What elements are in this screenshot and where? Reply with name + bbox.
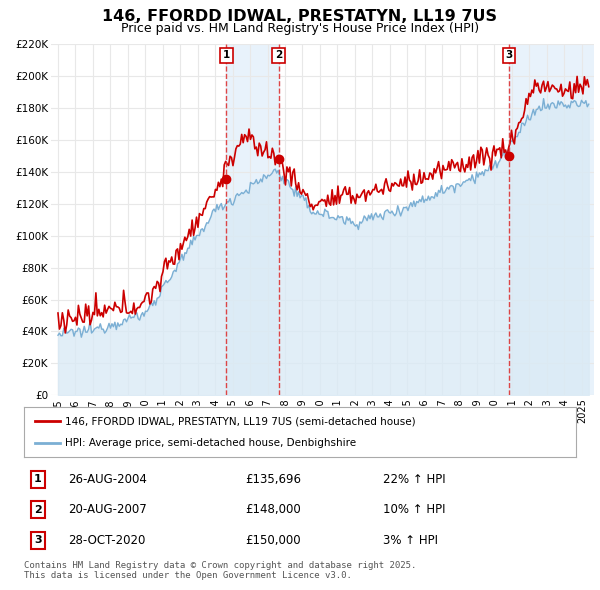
Text: 146, FFORDD IDWAL, PRESTATYN, LL19 7US (semi-detached house): 146, FFORDD IDWAL, PRESTATYN, LL19 7US (… [65, 416, 416, 426]
Text: 1: 1 [34, 474, 41, 484]
Text: HPI: Average price, semi-detached house, Denbighshire: HPI: Average price, semi-detached house,… [65, 438, 356, 448]
Text: 22% ↑ HPI: 22% ↑ HPI [383, 473, 445, 486]
Text: £135,696: £135,696 [245, 473, 301, 486]
Text: 3: 3 [34, 535, 41, 545]
Text: 10% ↑ HPI: 10% ↑ HPI [383, 503, 445, 516]
Text: 146, FFORDD IDWAL, PRESTATYN, LL19 7US: 146, FFORDD IDWAL, PRESTATYN, LL19 7US [103, 9, 497, 24]
Text: 2: 2 [275, 50, 283, 60]
Text: 26-AUG-2004: 26-AUG-2004 [68, 473, 147, 486]
Text: 28-OCT-2020: 28-OCT-2020 [68, 534, 146, 547]
Text: Price paid vs. HM Land Registry's House Price Index (HPI): Price paid vs. HM Land Registry's House … [121, 22, 479, 35]
Text: Contains HM Land Registry data © Crown copyright and database right 2025.
This d: Contains HM Land Registry data © Crown c… [24, 560, 416, 580]
Text: 1: 1 [223, 50, 230, 60]
Bar [509, 44, 594, 395]
Text: £150,000: £150,000 [245, 534, 301, 547]
Bar [226, 44, 278, 395]
Text: £148,000: £148,000 [245, 503, 301, 516]
Text: 3% ↑ HPI: 3% ↑ HPI [383, 534, 438, 547]
Text: 3: 3 [505, 50, 512, 60]
Text: 2: 2 [34, 505, 41, 514]
Text: 20-AUG-2007: 20-AUG-2007 [68, 503, 147, 516]
